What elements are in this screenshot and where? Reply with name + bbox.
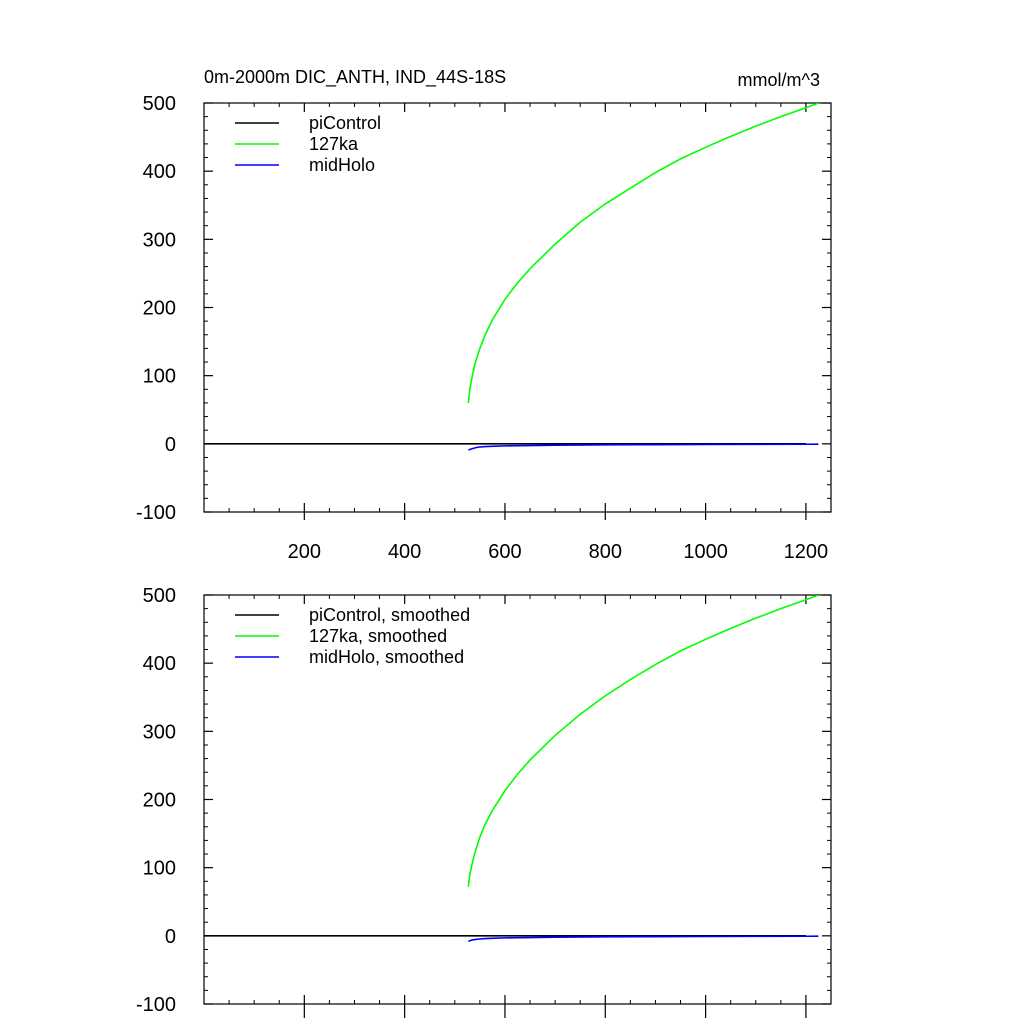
bottom-series-line-1	[467, 595, 819, 887]
top-y-tick-label: 400	[143, 161, 176, 183]
bottom-legend-label: midHolo, smoothed	[309, 647, 464, 667]
bottom-legend-label: 127ka, smoothed	[309, 626, 447, 646]
top-y-tick-label: -100	[136, 502, 176, 524]
top-y-tick-label: 300	[143, 229, 176, 251]
bottom-y-tick-label: 100	[143, 858, 176, 880]
top-legend-label: midHolo	[309, 155, 375, 175]
top-series-line-2	[468, 443, 819, 451]
top-y-tick-label: 500	[143, 93, 176, 115]
top-y-tick-label: 0	[165, 434, 176, 456]
top-y-tick-label: 200	[143, 298, 176, 320]
top-x-tick-label: 1200	[784, 541, 829, 563]
top-x-tick-label: 600	[488, 541, 521, 563]
bottom-y-tick-label: 400	[143, 653, 176, 675]
bottom-panel: -100 0 100 200 300 400 500 piControl, smoothed1…	[136, 585, 832, 1018]
bottom-y-tick-label: 200	[143, 790, 176, 812]
bottom-y-tick-label: -100	[136, 994, 176, 1016]
bottom-y-tick-label: 0	[165, 926, 176, 948]
top-panel: -100 0 100 200 300 400 500 200 400 600 800 1000 1200…	[136, 93, 832, 563]
top-series-line-1	[467, 103, 819, 404]
chart-title: 0m-2000m DIC_ANTH, IND_44S-18S	[204, 67, 506, 88]
top-legend-label: 127ka	[309, 134, 359, 154]
top-y-tick-label: 100	[143, 366, 176, 388]
bottom-legend-label: piControl, smoothed	[309, 605, 470, 625]
top-x-tick-label: 400	[388, 541, 421, 563]
top-x-tick-label: 800	[589, 541, 622, 563]
units-label: mmol/m^3	[738, 70, 820, 90]
top-legend-label: piControl	[309, 113, 381, 133]
bottom-y-tick-label: 300	[143, 721, 176, 743]
top-x-tick-label: 200	[288, 541, 321, 563]
bottom-series-line-2	[468, 935, 819, 943]
top-x-tick-label: 1000	[683, 541, 728, 563]
bottom-y-tick-label: 500	[143, 585, 176, 607]
